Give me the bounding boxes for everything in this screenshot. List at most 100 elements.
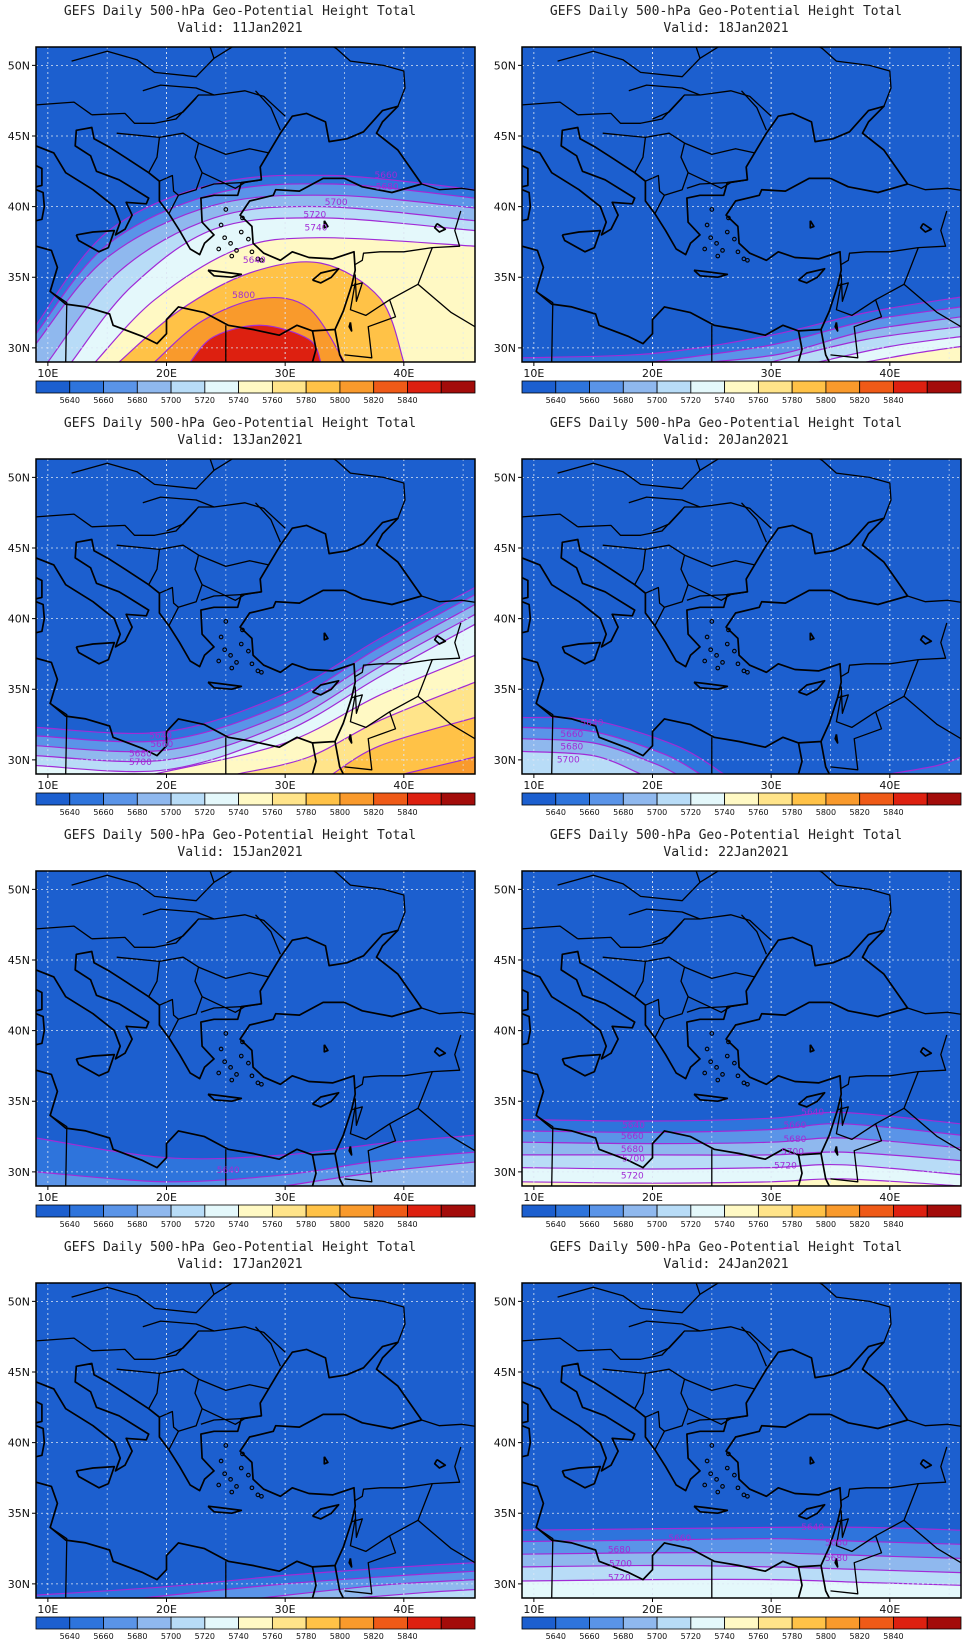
- coastline: [813, 773, 815, 774]
- country-border: [421, 1007, 475, 1045]
- coastline: [311, 267, 340, 284]
- coastline: [36, 929, 423, 1080]
- country-border: [36, 513, 93, 528]
- colorbar-swatch: [724, 1616, 759, 1630]
- country-border: [198, 1378, 269, 1392]
- colorbar-label: 5720: [195, 1220, 215, 1228]
- country-border: [209, 47, 215, 59]
- country-border: [168, 1019, 179, 1038]
- lon-label: 40E: [879, 1191, 900, 1204]
- country-border: [49, 702, 68, 774]
- colorbar-swatch: [690, 1616, 726, 1630]
- contour-label: 5720: [774, 1162, 797, 1172]
- country-border: [349, 247, 433, 317]
- coastline: [813, 361, 815, 362]
- contour-line: [865, 345, 961, 362]
- coastline: [522, 929, 909, 1080]
- coastline: [348, 1558, 353, 1568]
- country-border: [71, 459, 406, 519]
- colorbar-swatch: [271, 380, 307, 394]
- country-border: [557, 871, 892, 931]
- contour-line: [36, 1134, 475, 1160]
- colorbar-label: 5780: [782, 808, 802, 816]
- country-border: [687, 1408, 748, 1425]
- coastline: [75, 229, 116, 253]
- colorbar-swatch: [859, 380, 894, 394]
- country-border: [830, 299, 883, 359]
- country-border: [687, 172, 748, 189]
- colorbar: 5640 5660 5680 5700 5720 5740 5760 5780 5800 5820…: [35, 380, 476, 404]
- coastline: [797, 1091, 826, 1108]
- country-border: [168, 1431, 179, 1450]
- country-border: [116, 544, 161, 586]
- coastline: [809, 1044, 815, 1053]
- country-border: [36, 1337, 93, 1352]
- contour-line: [522, 1111, 961, 1125]
- lon-label: 30E: [761, 1603, 782, 1616]
- coastline: [522, 1413, 908, 1581]
- colorbar-swatch: [339, 380, 375, 394]
- colorbar-label: 5760: [262, 396, 282, 404]
- coastline: [327, 773, 329, 774]
- coastline: [75, 1465, 116, 1489]
- country-border: [628, 84, 701, 96]
- colorbar-label: 5820: [364, 1220, 384, 1228]
- contour-label: 5740: [305, 223, 328, 233]
- coastline: [36, 188, 46, 222]
- country-border: [522, 513, 579, 528]
- country-border: [166, 921, 197, 944]
- colorbar-swatch: [893, 1204, 928, 1218]
- lat-label: 40N: [8, 1025, 30, 1038]
- colorbar-label: 5680: [127, 1632, 147, 1640]
- coastline: [311, 1503, 340, 1520]
- contour-line: [36, 183, 475, 335]
- colorbar-swatch: [103, 1204, 138, 1218]
- map-panel: GEFS Daily 500-hPa Geo-Potential Height …: [0, 412, 480, 816]
- colorbar-swatch: [35, 380, 71, 394]
- lon-label: 30E: [761, 1191, 782, 1204]
- colorbar-swatch: [724, 380, 759, 394]
- country-border: [628, 1320, 701, 1332]
- contour-line: [36, 594, 475, 743]
- colorbar-swatch: [757, 1204, 793, 1218]
- colorbar-swatch: [690, 792, 726, 806]
- coastline: [820, 741, 831, 774]
- country-border: [686, 1417, 728, 1425]
- colorbar-label: 5680: [613, 808, 633, 816]
- colorbar-label: 5800: [816, 1220, 836, 1228]
- colorbar-swatch: [757, 792, 793, 806]
- country-border: [116, 1368, 161, 1410]
- lat-label: 50N: [8, 1295, 30, 1308]
- colorbar-swatch: [103, 380, 138, 394]
- country-border: [628, 496, 701, 508]
- country-border: [166, 1333, 197, 1356]
- valid-date: Valid: 17Jan2021: [177, 1257, 303, 1272]
- lat-label: 30N: [494, 754, 516, 767]
- colorbar: 5640 5660 5680 5700 5720 5740 5760 5780 5800 5820…: [35, 1616, 476, 1640]
- country-border: [645, 544, 689, 608]
- contour-line: [36, 194, 475, 344]
- colorbar-swatch: [35, 792, 71, 806]
- coastline: [561, 641, 602, 665]
- panel-title: GEFS Daily 500-hPa Geo-Potential Height …: [63, 416, 417, 431]
- map-frame: [35, 870, 476, 1187]
- country-border: [684, 1378, 755, 1392]
- contour-label: 5640: [243, 256, 266, 266]
- colorbar-swatch: [136, 1616, 172, 1630]
- country-border: [417, 695, 475, 740]
- country-border: [741, 914, 767, 955]
- country-border: [417, 1519, 475, 1564]
- colorbar-label: 5680: [613, 1632, 633, 1640]
- lat-label: 45N: [8, 542, 30, 555]
- country-border: [835, 247, 919, 317]
- contour-line: [522, 1123, 961, 1136]
- colorbar-label: 5780: [296, 396, 316, 404]
- map-panel: GEFS Daily 500-hPa Geo-Potential Height …: [0, 0, 480, 404]
- lat-label: 40N: [8, 613, 30, 626]
- country-border: [522, 101, 579, 116]
- coastline: [834, 734, 839, 744]
- height-band: [285, 1162, 475, 1186]
- contour-label: 5640: [801, 1523, 824, 1533]
- map-panel: GEFS Daily 500-hPa Geo-Potential Height …: [486, 1236, 964, 1640]
- lat-label: 50N: [8, 471, 30, 484]
